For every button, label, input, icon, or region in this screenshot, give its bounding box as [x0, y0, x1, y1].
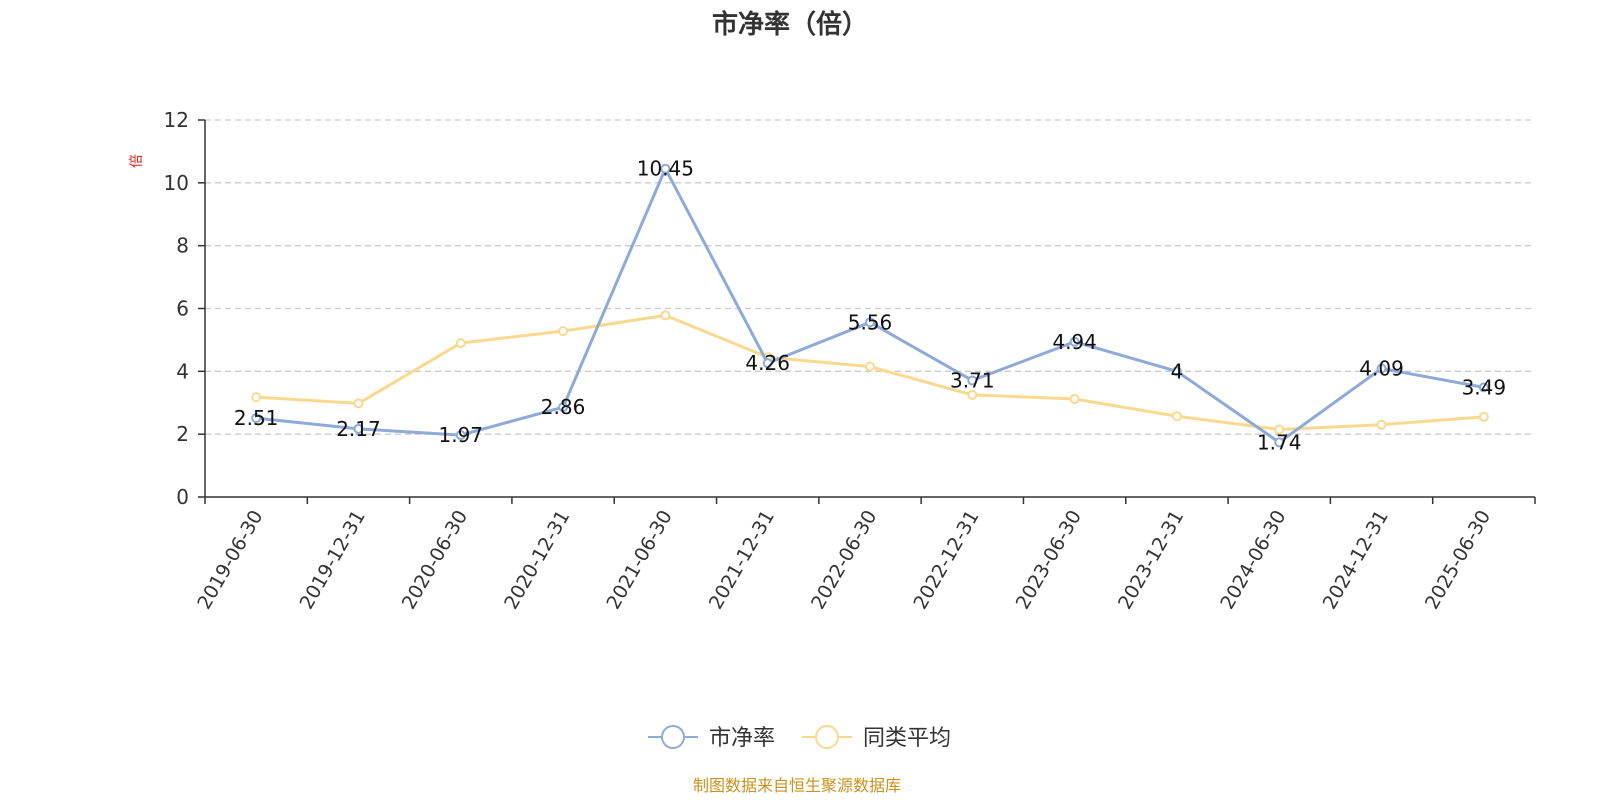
data-point: [455, 430, 466, 441]
data-point: [1274, 424, 1285, 435]
y-tick-label: 4: [176, 359, 189, 383]
y-unit-label: 倍: [129, 154, 145, 168]
data-point: [1376, 363, 1387, 374]
data-label: 10.45: [637, 157, 694, 181]
y-tick-label: 0: [176, 485, 189, 509]
data-label: 3.71: [950, 368, 995, 392]
data-point: [865, 361, 875, 372]
grid-lines: [205, 119, 1535, 435]
data-point: [762, 358, 773, 369]
data-point: [558, 326, 569, 337]
x-tick-label: 2019-12-31: [296, 507, 370, 614]
data-point: [251, 413, 262, 424]
y-tick-label: 12: [164, 108, 189, 132]
x-tick-label: 2023-06-30: [1012, 507, 1086, 614]
data-point: [660, 310, 671, 321]
data-label: 4.94: [1052, 330, 1097, 354]
data-point: [251, 392, 262, 403]
data-label: 1.74: [1257, 430, 1302, 454]
axes: 0 2 4 6 8 10 12 2019-06-30 2019-12-31 2020-06-30 2…: [164, 108, 1536, 614]
data-point: [1069, 336, 1080, 347]
source-note: 制图数据来自恒生聚源数据库: [693, 776, 901, 795]
data-point: [865, 317, 875, 328]
data-label: 3.49: [1462, 375, 1507, 399]
data-point: [660, 163, 671, 174]
y-tick-label: 8: [176, 234, 189, 258]
data-point: [1069, 393, 1080, 404]
x-tick-label: 2021-06-30: [602, 507, 676, 614]
x-tick-label: 2020-06-30: [398, 507, 472, 614]
data-point: [353, 423, 364, 434]
data-point: [967, 389, 978, 400]
data-point: [353, 398, 364, 409]
legend-marker-circle: [661, 725, 685, 749]
data-point: [967, 375, 978, 386]
data-point: [1478, 382, 1489, 393]
legend-label: 市净率: [709, 726, 775, 751]
x-tick-label: 2019-06-30: [193, 507, 267, 614]
y-tick-label: 2: [176, 422, 189, 446]
chart-title: 市净率（倍）: [712, 9, 868, 40]
data-point: [1171, 366, 1182, 377]
data-point: [1376, 419, 1387, 430]
data-label: 1.97: [439, 423, 484, 447]
x-tick-label: 2024-12-31: [1319, 507, 1393, 614]
x-tick-label: 2022-12-31: [909, 507, 983, 614]
data-labels: 2.51 2.17 1.97 2.86 10.45 4.26 5.56 3.71 4.94 4 1.…: [234, 157, 1506, 455]
series-line-0: [255, 167, 1485, 444]
x-tick-label: 2023-12-31: [1114, 507, 1188, 614]
y-tick-label: 10: [164, 171, 189, 195]
data-label: 2.86: [541, 395, 586, 419]
data-point: [558, 402, 569, 413]
x-tick-label: 2021-12-31: [705, 507, 779, 614]
y-tick-label: 6: [176, 297, 189, 321]
data-label: 4.09: [1359, 357, 1404, 381]
data-point: [1274, 437, 1285, 448]
data-label: 2.51: [234, 406, 279, 430]
data-label: 4: [1171, 359, 1184, 383]
data-point: [455, 338, 466, 349]
x-tick-label: 2024-06-30: [1216, 507, 1290, 614]
legend-marker-circle: [815, 725, 839, 749]
data-label: 2.17: [336, 417, 381, 441]
series-group: [251, 163, 1489, 448]
legend: 市净率 同类平均: [648, 725, 951, 751]
data-point: [1478, 411, 1489, 422]
data-label: 5.56: [848, 310, 893, 334]
data-point: [1171, 411, 1182, 422]
x-tick-label: 2020-12-31: [500, 507, 574, 614]
data-label: 4.26: [745, 351, 790, 375]
x-tick-label: 2022-06-30: [807, 507, 881, 614]
legend-label: 同类平均: [863, 726, 951, 751]
x-tick-label: 2025-06-30: [1421, 507, 1495, 614]
